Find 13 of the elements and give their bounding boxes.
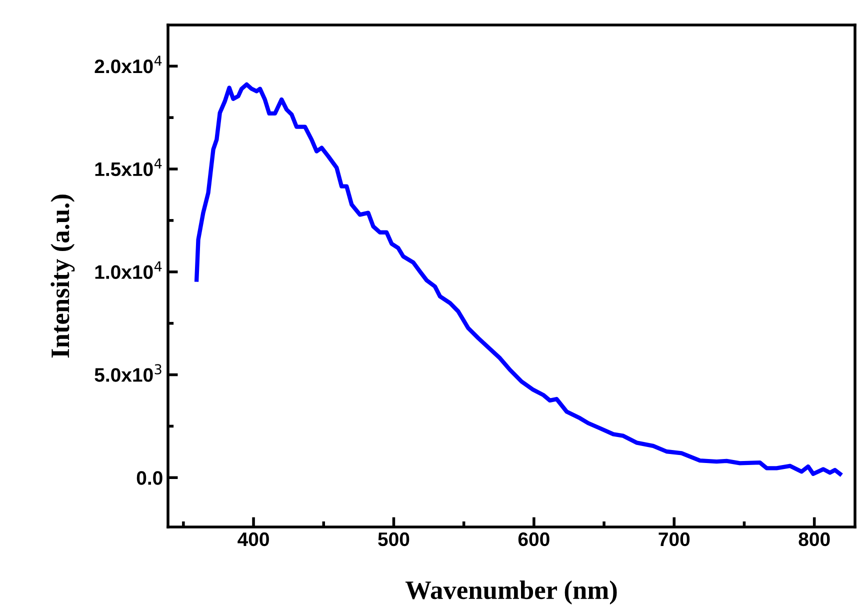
line-series xyxy=(194,82,842,476)
y-tick-label: 2.0x10$^{4}$ xyxy=(94,56,162,74)
x-tick-label: 800 xyxy=(798,532,830,546)
x-tick-label: 700 xyxy=(658,532,690,546)
x-tick-label: 600 xyxy=(518,532,550,546)
y-tick-label: 5.0x10$^{3}$ xyxy=(94,364,162,382)
y-axis-title: Intensity (a.u.) xyxy=(50,194,75,358)
x-tick-label: 500 xyxy=(378,532,410,546)
y-tick-label: 0.0 xyxy=(136,471,162,485)
x-tick-label: 400 xyxy=(238,532,269,546)
y-tick-label: 1.0x10$^{4}$ xyxy=(95,261,162,279)
x-axis-title: Wavenumber (nm) xyxy=(405,580,617,604)
y-tick-label: 1.5x10$^{4}$ xyxy=(95,158,162,176)
